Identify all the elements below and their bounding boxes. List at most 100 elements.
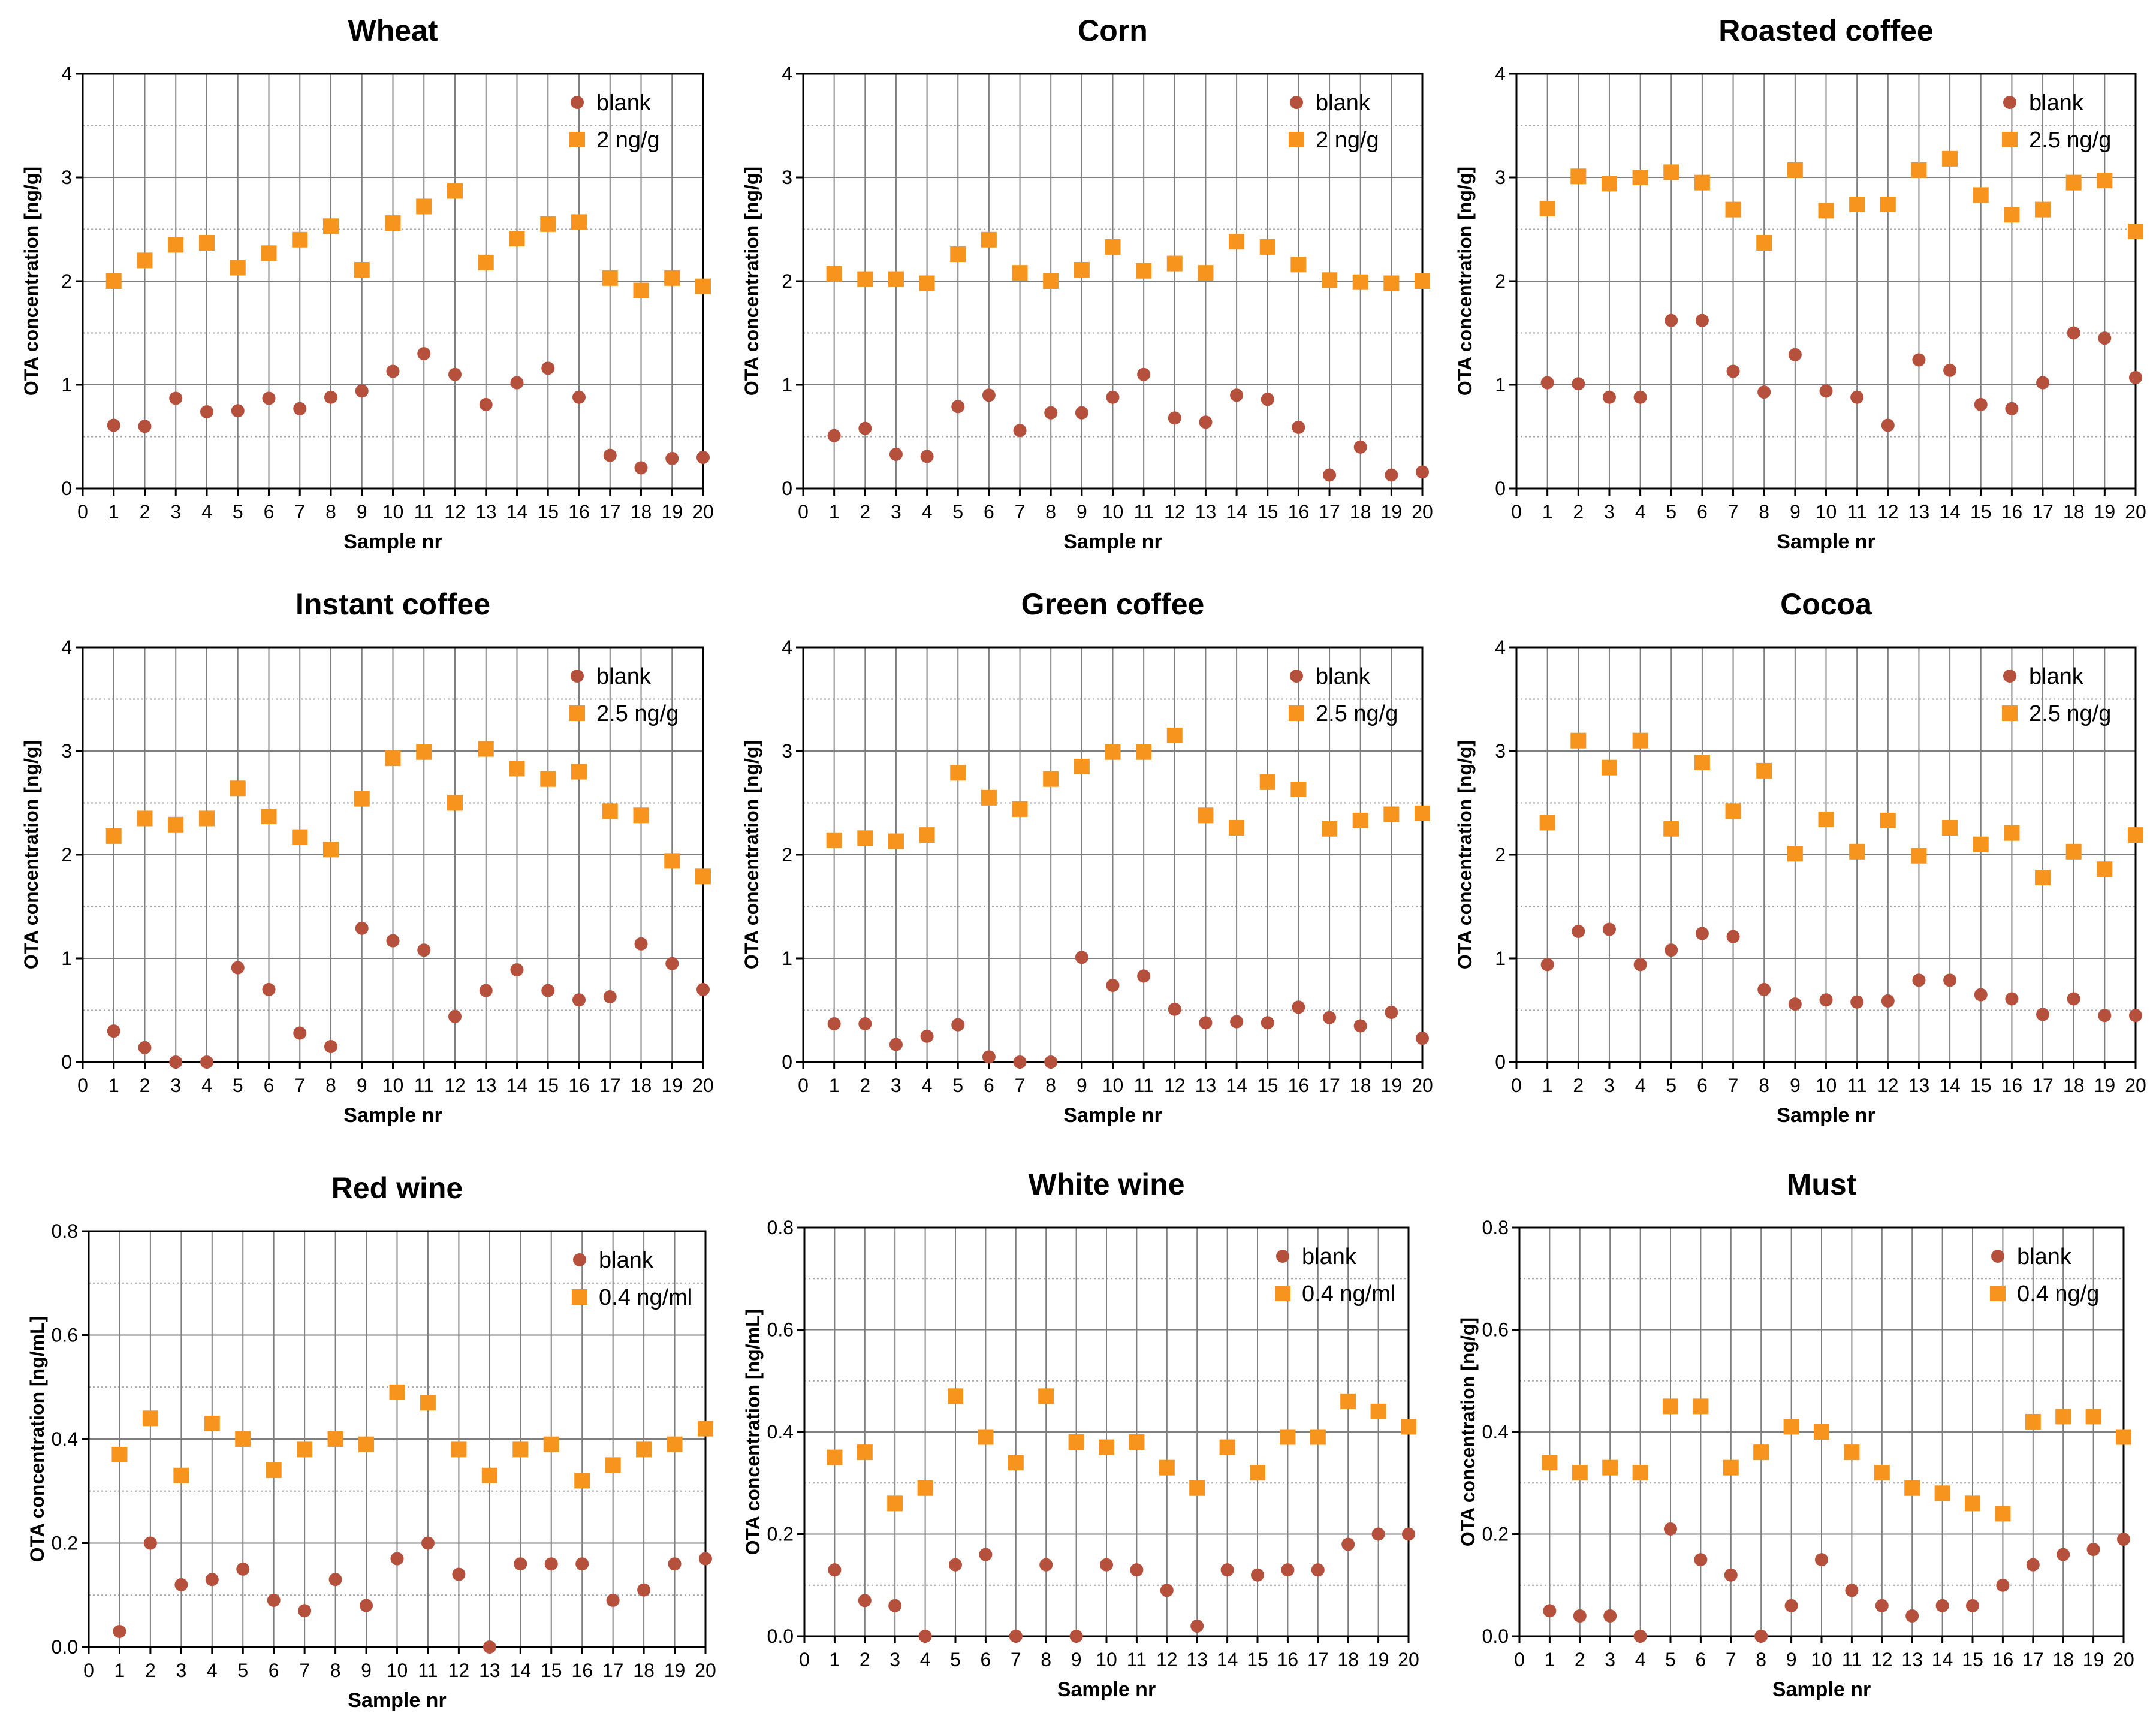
x-tick-label: 9 (357, 501, 367, 523)
data-point-spiked (451, 1441, 467, 1458)
legend-label-blank: blank (2029, 664, 2084, 689)
x-tick-label: 14 (510, 1660, 532, 1681)
series-blank (828, 1527, 1415, 1643)
x-tick-label: 11 (1134, 501, 1154, 523)
x-tick-label: 15 (537, 1075, 559, 1096)
data-point-blank (979, 1548, 993, 1561)
x-tick-label: 17 (599, 1075, 621, 1096)
data-point-blank (1292, 1000, 1305, 1014)
data-point-spiked (478, 741, 494, 757)
data-point-blank (113, 1624, 126, 1638)
data-point-spiked (1814, 1424, 1829, 1440)
x-tick-label: 10 (1096, 1649, 1117, 1670)
data-point-spiked (919, 827, 935, 843)
data-point-spiked (1043, 771, 1059, 787)
x-tick-label: 16 (2001, 1075, 2023, 1096)
x-tick-label: 11 (1847, 1075, 1867, 1096)
y-tick-label: 2 (782, 844, 792, 865)
data-point-blank (541, 361, 555, 375)
x-tick-label: 20 (1412, 501, 1433, 523)
x-tick-label: 15 (1962, 1649, 1983, 1670)
data-point-blank (1220, 1563, 1234, 1577)
series-spiked (105, 183, 711, 298)
data-point-blank (483, 1640, 496, 1654)
data-point-spiked (1290, 782, 1307, 798)
y-tick-label: 0.2 (52, 1533, 78, 1554)
x-tick-label: 16 (1992, 1649, 2014, 1670)
data-point-spiked (358, 1436, 375, 1452)
data-point-spiked (199, 810, 215, 827)
x-tick-label: 16 (1288, 1075, 1310, 1096)
data-point-spiked (1189, 1480, 1205, 1496)
data-point-spiked (261, 808, 277, 824)
data-point-blank (510, 963, 524, 977)
data-point-spiked (919, 275, 935, 291)
x-tick-label: 2 (1573, 501, 1584, 523)
y-tick-label: 2 (61, 270, 72, 292)
data-point-spiked (1693, 1398, 1709, 1415)
y-tick-label: 1 (1495, 374, 1506, 396)
legend-marker-spiked (2002, 705, 2018, 721)
x-tick-label: 16 (2001, 501, 2023, 523)
x-tick-label: 16 (1288, 501, 1310, 523)
data-point-spiked (1756, 762, 1772, 779)
y-tick-label: 0 (782, 478, 792, 499)
data-point-blank (696, 982, 710, 996)
x-tick-label: 1 (1545, 1649, 1555, 1670)
data-point-blank (889, 447, 903, 461)
data-point-spiked (1401, 1419, 1416, 1435)
data-point-spiked (605, 1457, 621, 1473)
data-point-blank (1875, 1599, 1889, 1612)
x-tick-label: 3 (176, 1660, 186, 1681)
y-tick-label: 1 (1495, 948, 1506, 969)
legend-label-spiked: 2 ng/g (1316, 128, 1379, 153)
data-point-spiked (2128, 223, 2143, 239)
chart-title: Cocoa (1780, 587, 1872, 621)
x-tick-label: 3 (1605, 1649, 1615, 1670)
chart-title: Roasted coffee (1718, 14, 1933, 47)
chart-panel: 0.00.20.40.60.80 1 2 3 4 5 6 7 8 9 10 11 12 13 14 15 16 1… (742, 1168, 1419, 1701)
x-tick-label: 4 (922, 1075, 933, 1096)
x-tick-label: 3 (1604, 501, 1615, 523)
x-tick-label: 3 (170, 501, 181, 523)
data-point-blank (1935, 1599, 1949, 1612)
x-tick-label: 9 (1077, 1075, 1087, 1096)
x-tick-label: 0 (83, 1660, 94, 1681)
data-point-blank (1757, 982, 1771, 996)
data-point-blank (1664, 1522, 1677, 1536)
data-point-spiked (292, 231, 308, 248)
data-point-blank (1341, 1537, 1355, 1551)
y-tick-label: 3 (1495, 167, 1506, 188)
x-tick-label: 4 (1635, 501, 1646, 523)
data-point-spiked (509, 761, 525, 777)
x-tick-label: 1 (1542, 1075, 1553, 1096)
x-axis-label: Sample nr (1772, 1678, 1871, 1701)
x-tick-label: 18 (2052, 1649, 2074, 1670)
data-point-spiked (1880, 812, 1896, 828)
data-point-spiked (447, 183, 463, 199)
data-point-spiked (173, 1467, 189, 1483)
x-tick-label: 14 (1217, 1649, 1238, 1670)
data-point-blank (1069, 1630, 1083, 1643)
data-point-spiked (1229, 820, 1245, 836)
data-point-blank (2057, 1548, 2070, 1561)
x-tick-label: 8 (325, 1075, 336, 1096)
data-point-blank (298, 1604, 312, 1618)
data-point-blank (2129, 1009, 2142, 1023)
data-point-blank (888, 1599, 902, 1612)
data-point-spiked (509, 231, 525, 247)
series-blank (107, 921, 710, 1069)
data-point-spiked (887, 1495, 903, 1512)
data-point-spiked (354, 261, 370, 278)
data-point-blank (668, 1557, 682, 1571)
x-tick-label: 19 (2083, 1649, 2104, 1670)
legend-marker-blank (2003, 670, 2016, 683)
series-blank (827, 367, 1429, 482)
x-tick-label: 2 (145, 1660, 156, 1681)
data-point-blank (452, 1567, 466, 1581)
x-axis-label: Sample nr (343, 1104, 442, 1127)
data-point-spiked (137, 252, 153, 269)
chart-panel: 0.00.20.40.60.80 1 2 3 4 5 6 7 8 9 10 11 12 13 14 15 16 1… (26, 1171, 716, 1712)
